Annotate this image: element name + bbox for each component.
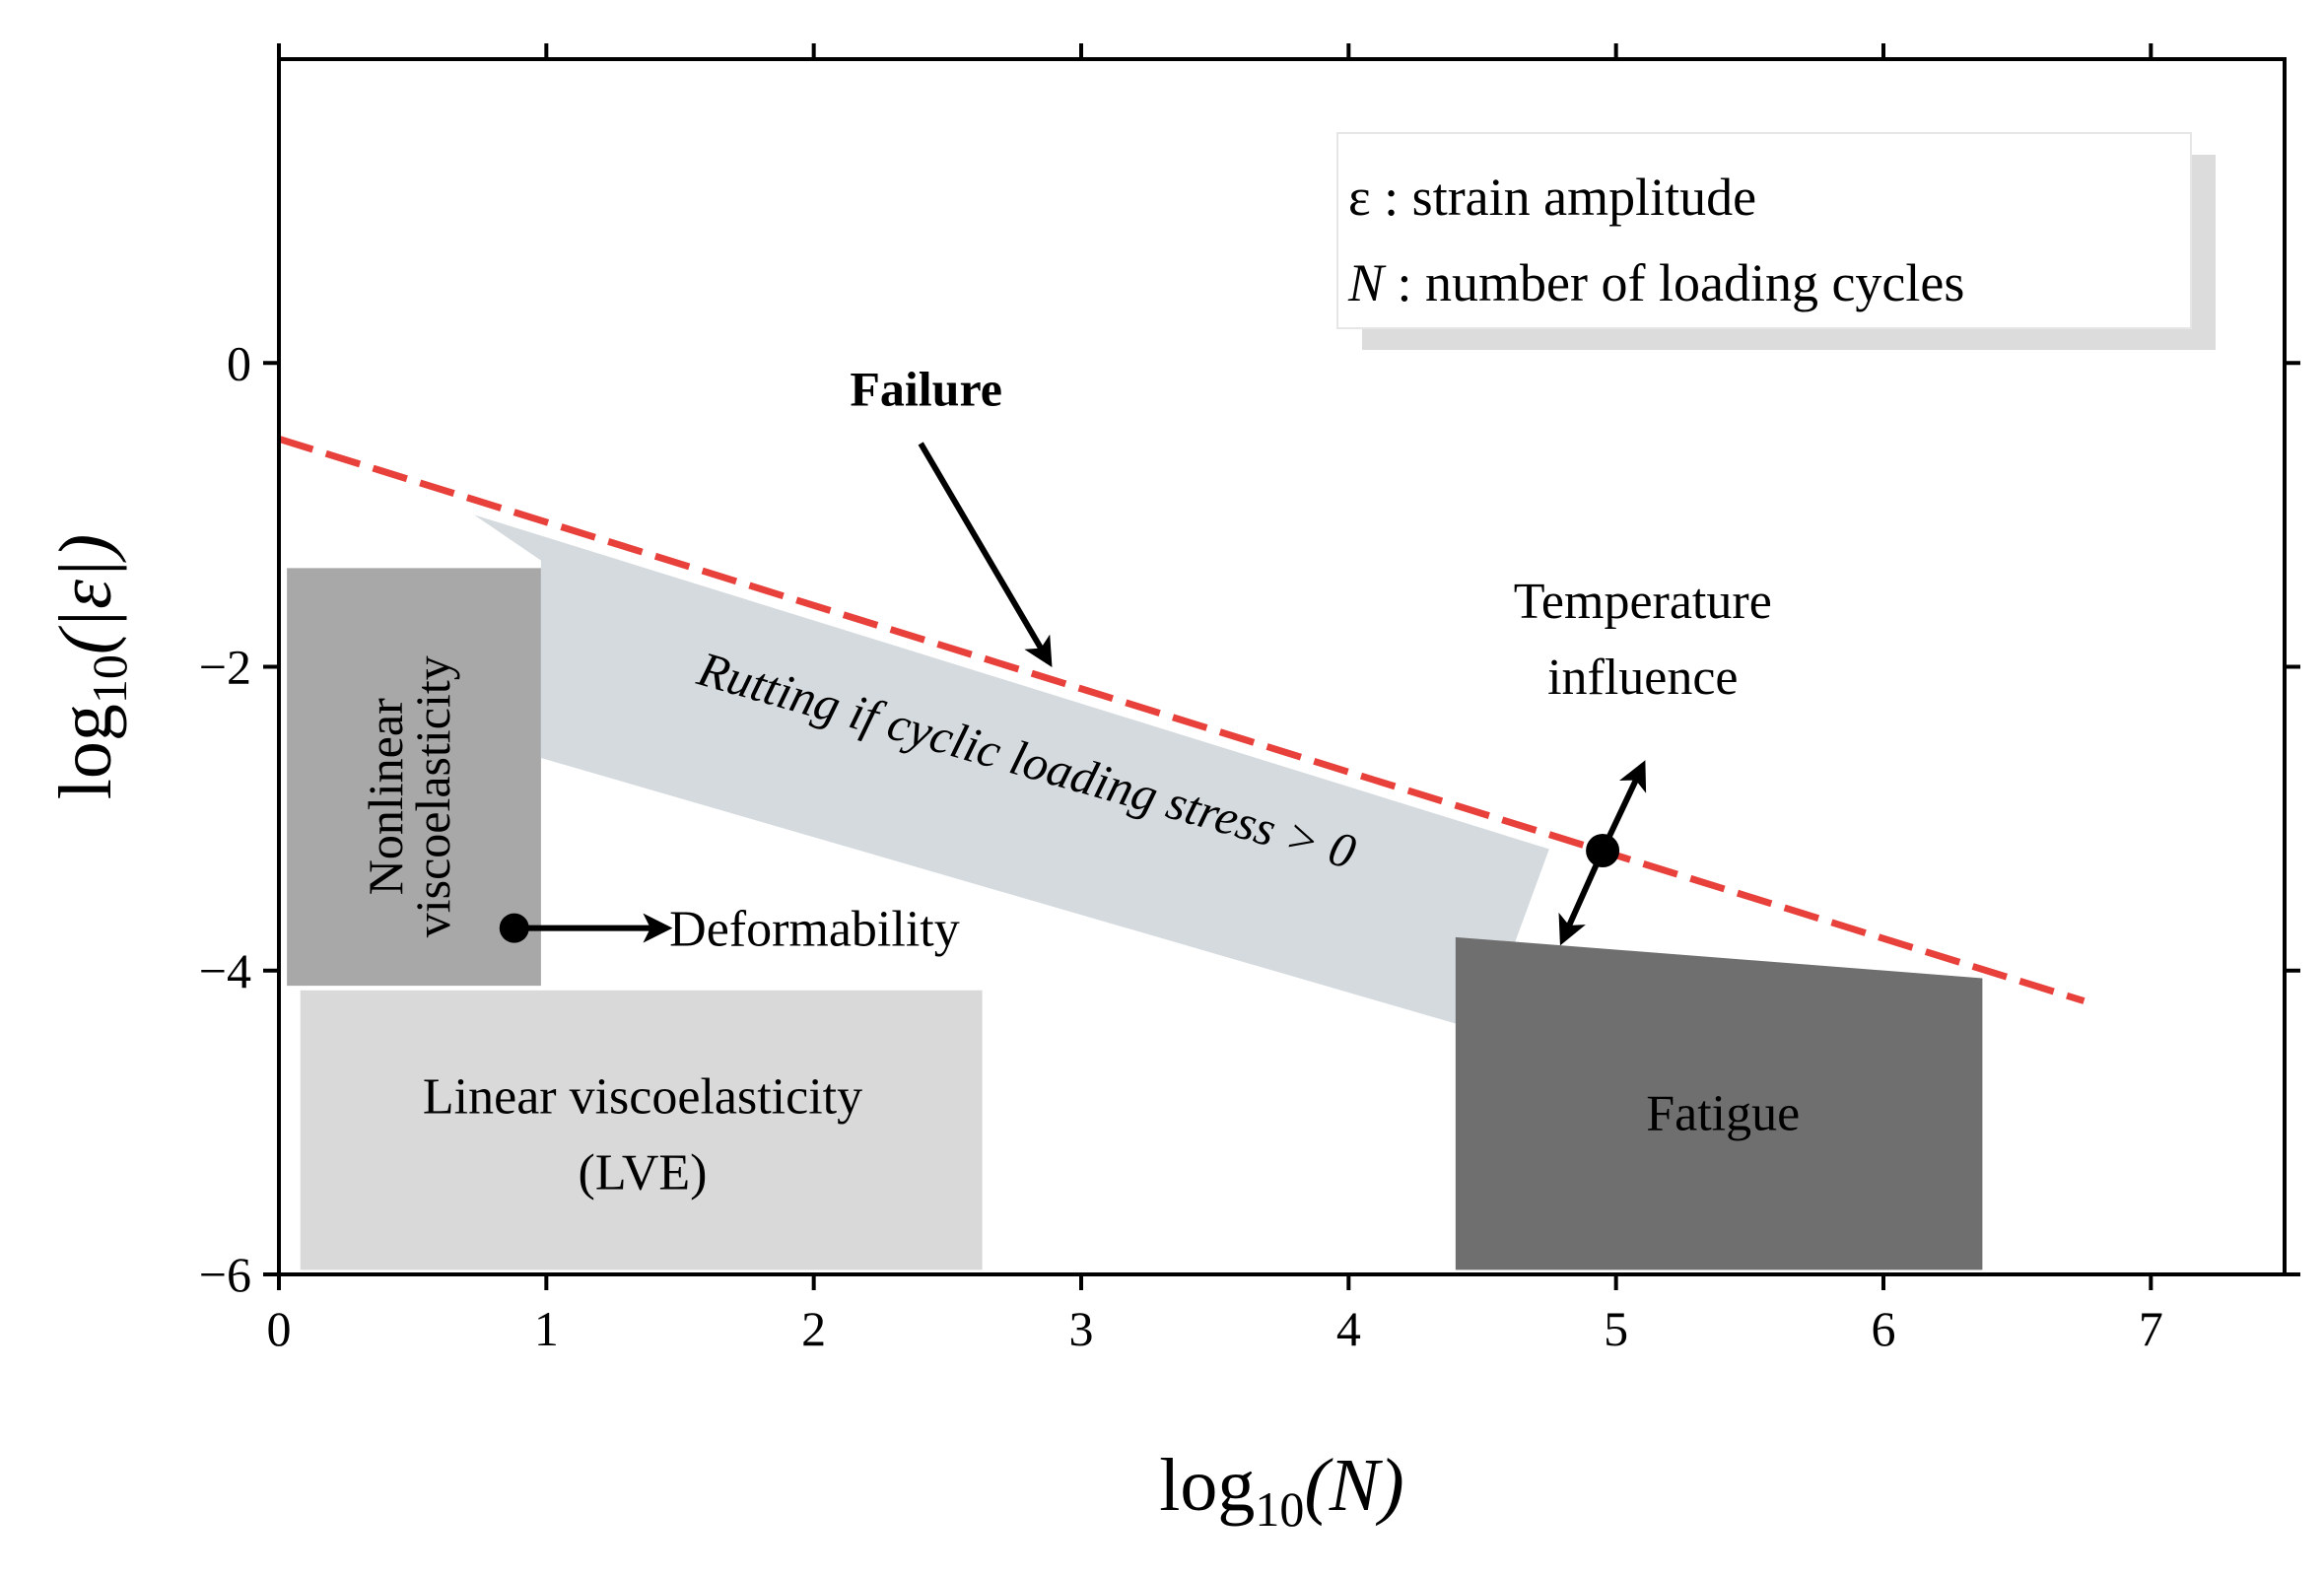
x-tick-label-1: 1 (534, 1301, 559, 1356)
nonlinear-label: Nonlinear viscoelasticity (358, 655, 460, 937)
y-tick-label-3: −6 (199, 1247, 251, 1302)
failure-label: Failure (850, 361, 1002, 416)
y-axis-label: log10(|ε|) (44, 534, 137, 799)
legend: ε : strain amplitude N : number of loadi… (1336, 132, 2216, 350)
failure-line (277, 435, 2085, 1004)
deformability-label: Deformability (669, 902, 960, 958)
x-axis-label: log10(N) (1159, 1444, 1403, 1537)
x-tick-label-3: 3 (1069, 1301, 1094, 1356)
y-tick-label-1: −2 (199, 640, 251, 695)
x-tick-label-6: 6 (1872, 1301, 1896, 1356)
legend-line2: N : number of loading cycles (1347, 253, 1964, 312)
temperature-label-line1: Temperature (1514, 574, 1772, 630)
x-tick-label-0: 0 (267, 1301, 292, 1356)
lve-label-line1: Linear viscoelasticity (423, 1069, 862, 1126)
legend-line1: ε : strain amplitude (1348, 168, 1756, 227)
x-axis-label-log: log (1159, 1444, 1255, 1527)
nonlinear-label-line2: viscoelasticity (405, 655, 460, 937)
x-axis-label-arg: (N) (1304, 1444, 1403, 1527)
temperature-point (1586, 833, 1620, 867)
y-tick-label-0: 0 (227, 335, 251, 390)
lve-label-line2: (LVE) (579, 1145, 708, 1201)
x-axis-label-sub: 10 (1255, 1481, 1304, 1537)
y-axis-label-log: log (44, 704, 127, 799)
region-lve (300, 990, 983, 1270)
fatigue-label: Fatigue (1646, 1086, 1800, 1142)
temperature-label-line2: influence (1547, 650, 1738, 706)
y-tick-label-2: −4 (199, 943, 251, 998)
region-fatigue (1455, 936, 1983, 1270)
y-axis-label-arg: (|ε|) (44, 534, 127, 654)
x-tick-label-5: 5 (1604, 1301, 1628, 1356)
legend-line2-symbol: N (1347, 253, 1387, 312)
axes: 0 1 2 3 4 5 6 7 0 −2 −4 −6 (199, 43, 2300, 1356)
failure-arrow (918, 442, 1053, 668)
x-tick-label-2: 2 (801, 1301, 826, 1356)
legend-box (1336, 132, 2192, 329)
region-rutting (474, 514, 1549, 1032)
x-tick-label-7: 7 (2139, 1301, 2163, 1356)
nonlinear-label-line1: Nonlinear (358, 698, 413, 895)
regions-layer (287, 514, 1983, 1270)
region-nonlinear (287, 568, 541, 987)
legend-line2-text: : number of loading cycles (1384, 253, 1964, 312)
y-axis-label-sub: 10 (82, 654, 137, 704)
x-tick-label-4: 4 (1336, 1301, 1361, 1356)
